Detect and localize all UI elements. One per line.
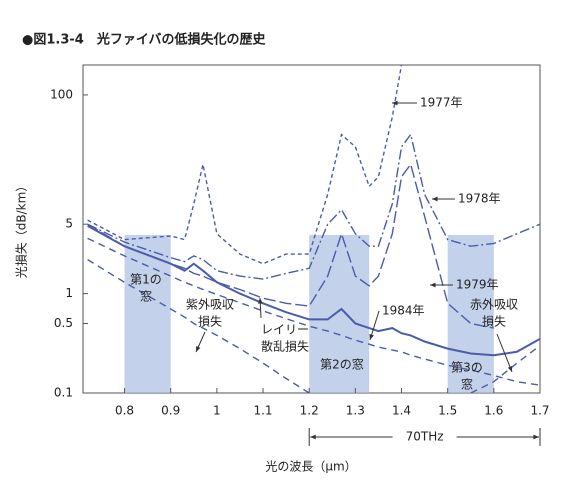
arrow-head <box>369 334 374 340</box>
window-label: 第1の <box>130 273 162 287</box>
window-label: 窓 <box>461 378 473 392</box>
x-tick-label: 0.8 <box>115 404 134 418</box>
arrow-head <box>533 434 539 440</box>
series-label: 1979年 <box>456 278 499 292</box>
x-tick-label: 1 <box>213 404 221 418</box>
y-tick-label: 0.5 <box>54 316 73 330</box>
window-label: 第3の <box>451 361 483 375</box>
series-label: 1978年 <box>458 192 501 206</box>
arrow-head <box>392 100 398 106</box>
arrow-head <box>432 196 438 202</box>
series-line <box>87 259 310 393</box>
y-tick-label: 1 <box>65 286 73 300</box>
y-tick-label: 100 <box>50 87 73 101</box>
x-tick-label: 1.2 <box>300 404 319 418</box>
arrow-head <box>430 282 436 288</box>
annotation: 紫外吸収 <box>186 298 234 312</box>
y-axis-label: 光損失（dB/km） <box>14 180 29 279</box>
annotation: 赤外吸収 <box>470 298 518 312</box>
window-band <box>309 235 370 393</box>
arrow-head <box>257 298 263 304</box>
arrow-head <box>507 366 513 372</box>
x-tick-label: 1.1 <box>253 404 272 418</box>
chart-title: ●図1.3-4 光ファイバの低損失化の歴史 <box>22 32 267 48</box>
y-tick-label: 5 <box>65 217 73 231</box>
arrow-line <box>496 333 513 373</box>
x-tick-label: 1.5 <box>438 404 457 418</box>
window-label: 第2の窓 <box>320 358 364 372</box>
series-line <box>87 162 494 329</box>
annotation: 散乱損失 <box>261 339 309 354</box>
x-axis-label: 光の波長（μm） <box>265 460 356 474</box>
annotation: レイリー <box>261 323 309 337</box>
series-line <box>87 225 540 357</box>
arrow-head <box>310 434 316 440</box>
x-tick-label: 1.4 <box>392 404 411 418</box>
x-tick-label: 1.7 <box>530 404 549 418</box>
plot-area <box>87 65 540 393</box>
series-label: 1977年 <box>420 96 463 110</box>
y-tick-label: 0.1 <box>54 386 73 400</box>
annotation: 損失 <box>482 314 506 329</box>
annotation: 損失 <box>198 314 222 329</box>
x-tick-label: 0.9 <box>161 404 180 418</box>
series-label: 1984年 <box>382 304 425 318</box>
series-line <box>87 65 403 265</box>
x-tick-label: 1.3 <box>346 404 365 418</box>
window-label: 窓 <box>140 290 152 304</box>
x-tick-label: 1.6 <box>484 404 503 418</box>
span-label: 70THz <box>406 430 444 444</box>
arrow-head <box>196 346 201 352</box>
series-line <box>470 345 540 393</box>
series-line <box>87 132 540 280</box>
